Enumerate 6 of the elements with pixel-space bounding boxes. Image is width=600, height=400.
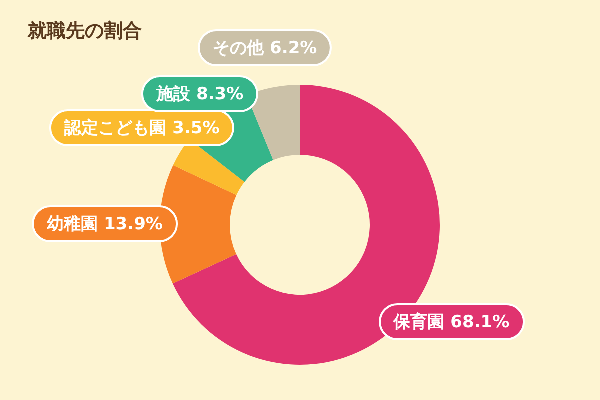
slice-label: 保育園 68.1% [378, 303, 525, 340]
chart-title: 就職先の割合 [27, 20, 142, 42]
slice-label: その他 6.2% [198, 30, 332, 67]
slice-label: 幼稚園 13.9% [32, 206, 178, 243]
slice-label: 施設 8.3% [142, 75, 259, 112]
slice-label: 認定こども園 3.5% [50, 110, 235, 147]
